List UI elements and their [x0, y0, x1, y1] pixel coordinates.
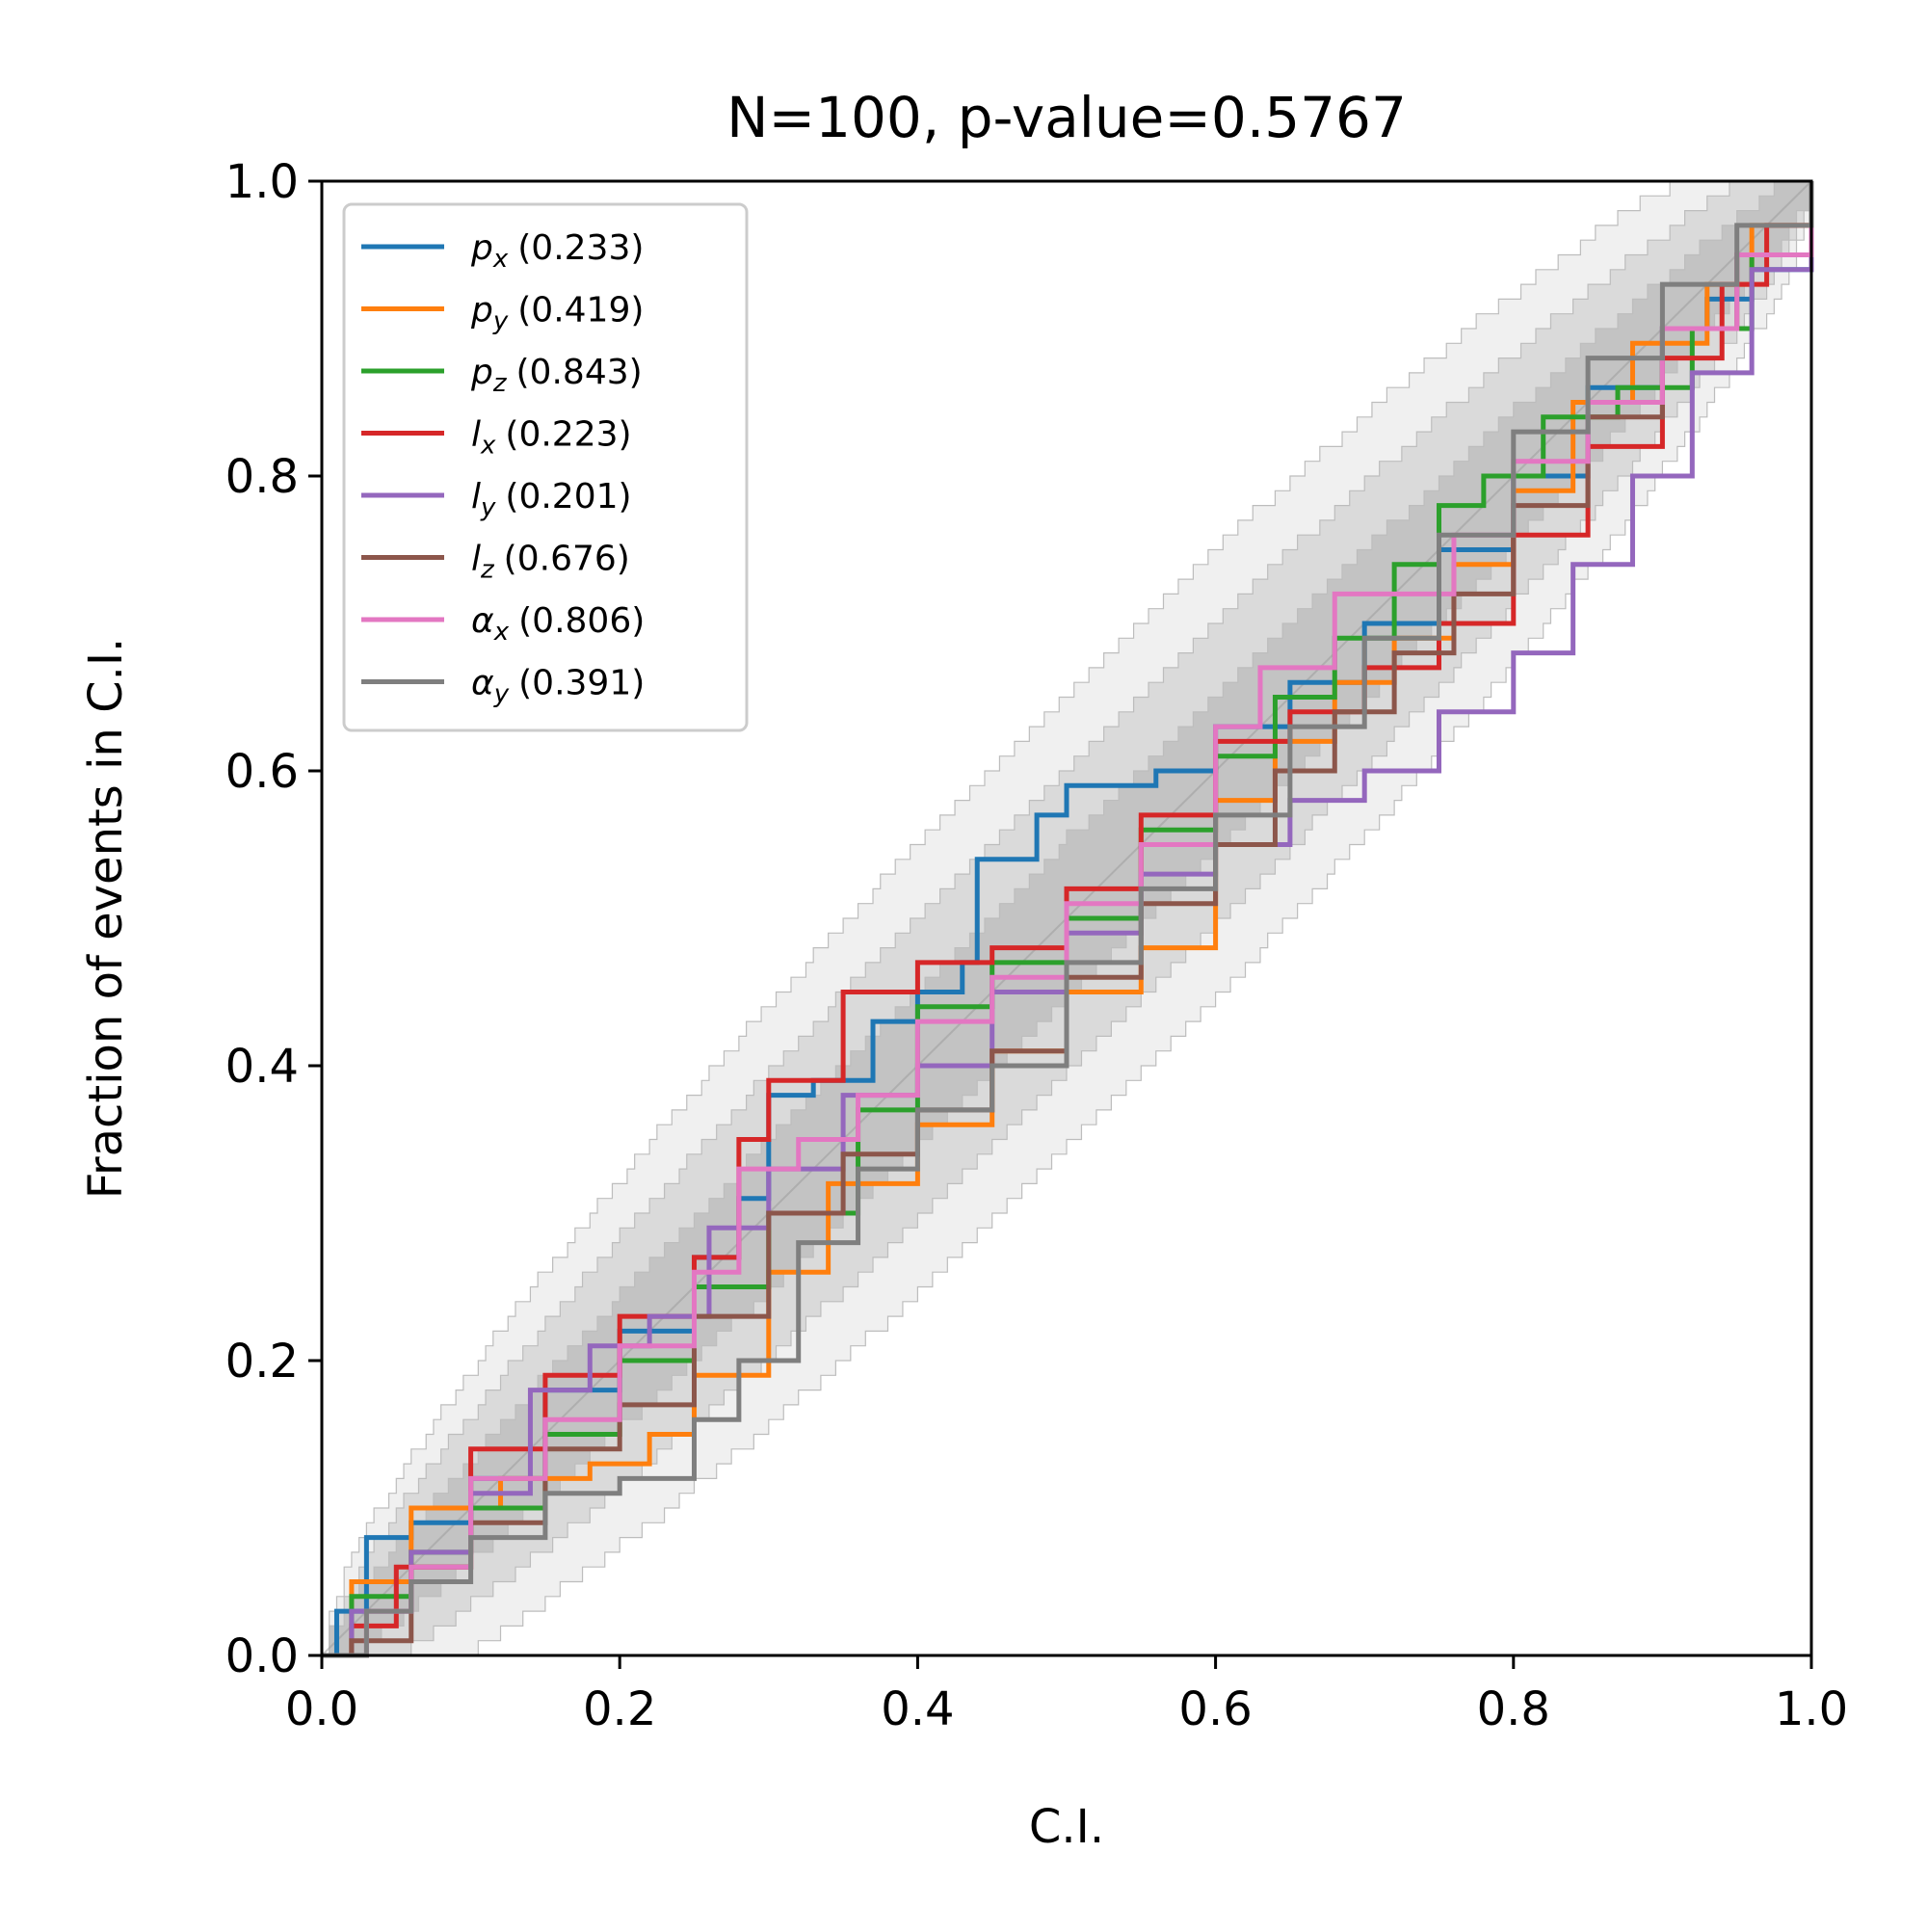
legend-entry-l-x: lx (0.223) — [471, 415, 632, 461]
series-line-alpha-y — [322, 181, 1814, 1658]
plot-frame — [320, 179, 1813, 1657]
legend-frame — [342, 202, 749, 732]
y-tick-label: 0.2 — [225, 1335, 299, 1389]
y-tick-label: 0.8 — [225, 450, 299, 504]
y-tick-label: 1.0 — [225, 155, 299, 209]
y-axis-label: Fraction of events in C.I. — [79, 638, 133, 1200]
legend-entry-p-x: px (0.233) — [470, 228, 644, 274]
series-lines — [322, 181, 1814, 1658]
x-axis-label: C.I. — [1029, 1800, 1104, 1854]
legend-entry-alpha-y: αy (0.391) — [471, 664, 645, 709]
x-tick-label: 0.6 — [1178, 1682, 1252, 1736]
x-tick-label: 1.0 — [1775, 1682, 1848, 1736]
x-tick-label: 0.8 — [1477, 1682, 1550, 1736]
chart-title: N=100, p-value=0.5767 — [726, 85, 1407, 150]
x-tick-label: 0.0 — [285, 1682, 358, 1736]
y-tick-label: 0.4 — [225, 1040, 299, 1094]
legend-entry-alpha-x: αx (0.806) — [471, 601, 645, 647]
series-line-alpha-x — [322, 181, 1814, 1658]
legend: px (0.233) py (0.419) pz (0.843) lx (0.223) ly (0… — [342, 202, 749, 732]
y-tick-label: 0.0 — [225, 1629, 299, 1683]
legend-entry-p-z: pz (0.843) — [470, 353, 643, 398]
x-tick-label: 0.4 — [881, 1682, 954, 1736]
y-axis: 0.0 0.2 0.4 0.6 0.8 1.0 — [225, 155, 322, 1683]
x-tick-label: 0.2 — [583, 1682, 656, 1736]
x-axis: 0.0 0.2 0.4 0.6 0.8 1.0 — [285, 1655, 1848, 1736]
legend-entry-p-y: py (0.419) — [470, 291, 644, 336]
legend-entry-l-z: lz (0.676) — [471, 540, 630, 585]
y-tick-label: 0.6 — [225, 745, 299, 799]
legend-entry-l-y: ly (0.201) — [471, 477, 632, 522]
